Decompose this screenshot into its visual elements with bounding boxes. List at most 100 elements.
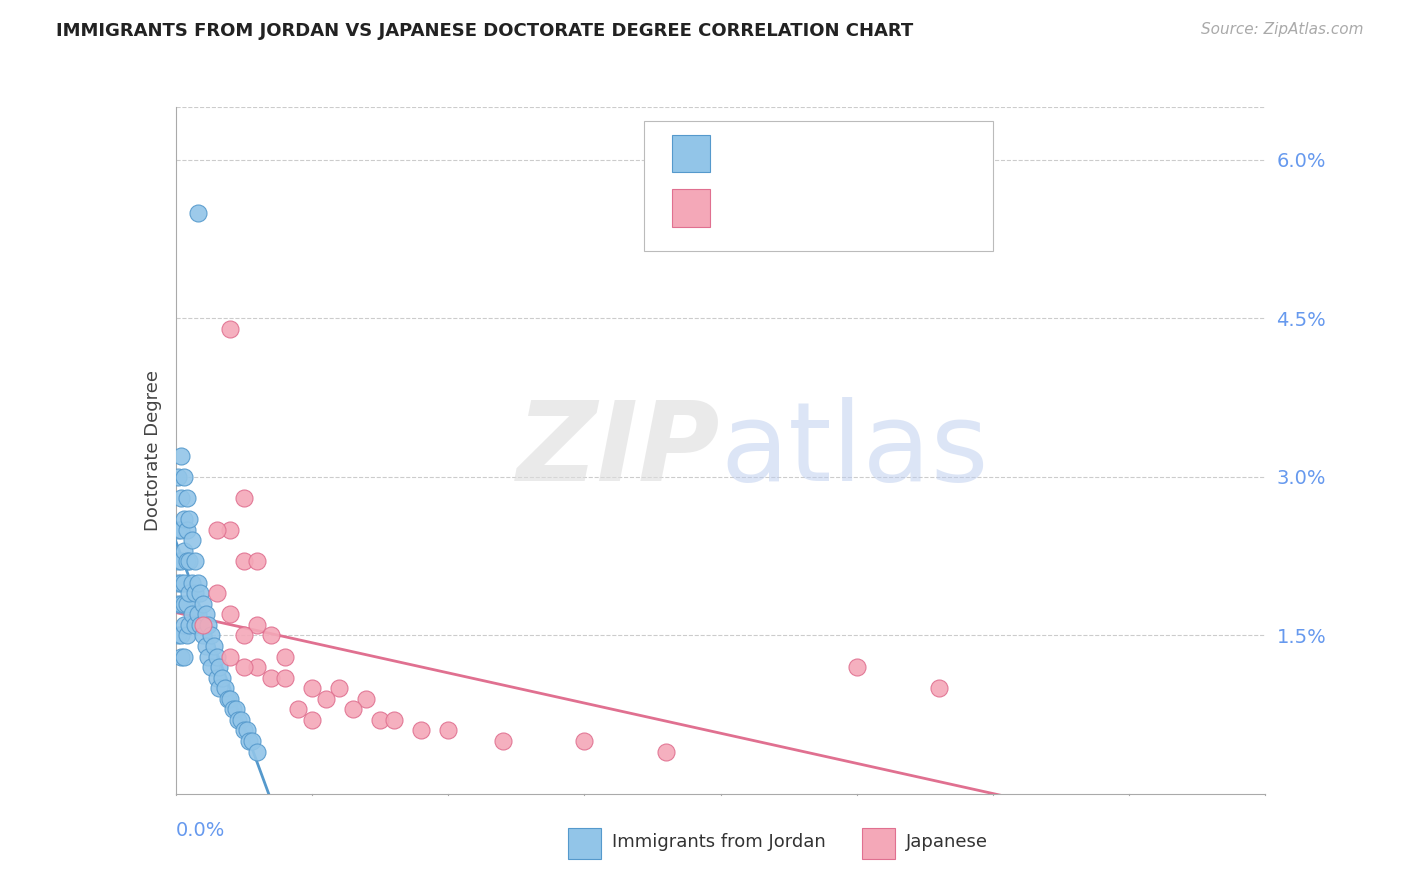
- Point: [222, 702, 245, 716]
- Point: [260, 628, 283, 642]
- Point: [655, 745, 678, 759]
- Point: [246, 660, 269, 674]
- Point: [328, 681, 350, 696]
- Point: [219, 523, 242, 537]
- Point: [219, 649, 242, 664]
- Point: [225, 702, 247, 716]
- FancyBboxPatch shape: [644, 120, 993, 252]
- Point: [205, 649, 228, 664]
- Point: [170, 628, 193, 642]
- Point: [170, 649, 193, 664]
- Point: [181, 533, 204, 548]
- Point: [186, 205, 209, 219]
- Point: [240, 734, 263, 748]
- Point: [170, 449, 193, 463]
- Y-axis label: Doctorate Degree: Doctorate Degree: [143, 370, 162, 531]
- Text: Source: ZipAtlas.com: Source: ZipAtlas.com: [1201, 22, 1364, 37]
- Text: Japanese: Japanese: [905, 833, 988, 851]
- Point: [170, 597, 193, 611]
- Point: [170, 523, 193, 537]
- Point: [368, 713, 391, 727]
- Point: [238, 734, 260, 748]
- Point: [167, 597, 190, 611]
- Point: [301, 713, 323, 727]
- Point: [176, 597, 198, 611]
- Point: [197, 617, 219, 632]
- Bar: [672, 189, 710, 227]
- Point: [179, 554, 201, 568]
- Point: [219, 691, 242, 706]
- Point: [181, 575, 204, 590]
- Point: [928, 681, 950, 696]
- Text: 0.0%: 0.0%: [176, 822, 225, 840]
- Point: [167, 470, 190, 484]
- Point: [167, 523, 190, 537]
- Point: [205, 671, 228, 685]
- Point: [179, 617, 201, 632]
- Point: [202, 639, 225, 653]
- Point: [200, 628, 222, 642]
- Point: [194, 607, 217, 622]
- Point: [173, 544, 195, 558]
- Bar: [862, 828, 896, 859]
- Point: [492, 734, 515, 748]
- Point: [208, 681, 231, 696]
- Point: [382, 713, 405, 727]
- Point: [232, 660, 254, 674]
- Point: [179, 586, 201, 600]
- Point: [211, 671, 233, 685]
- Point: [214, 681, 236, 696]
- Point: [188, 586, 211, 600]
- Point: [274, 671, 297, 685]
- Point: [173, 575, 195, 590]
- Point: [184, 617, 207, 632]
- Point: [184, 554, 207, 568]
- Point: [179, 512, 201, 526]
- Point: [205, 586, 228, 600]
- Text: Immigrants from Jordan: Immigrants from Jordan: [612, 833, 825, 851]
- Text: ZIP: ZIP: [517, 397, 721, 504]
- Point: [173, 649, 195, 664]
- Point: [232, 723, 254, 738]
- Text: R = -0.066: R = -0.066: [725, 200, 823, 218]
- Text: N = 34: N = 34: [846, 200, 908, 218]
- Point: [173, 617, 195, 632]
- Point: [197, 649, 219, 664]
- Bar: [568, 828, 600, 859]
- Text: atlas: atlas: [721, 397, 988, 504]
- Point: [219, 322, 242, 336]
- Point: [232, 554, 254, 568]
- Bar: [672, 135, 710, 172]
- Point: [301, 681, 323, 696]
- Point: [173, 512, 195, 526]
- Point: [170, 554, 193, 568]
- Point: [219, 607, 242, 622]
- Point: [167, 554, 190, 568]
- Point: [231, 713, 253, 727]
- Point: [186, 607, 209, 622]
- Point: [167, 575, 190, 590]
- Point: [274, 649, 297, 664]
- Point: [176, 523, 198, 537]
- Point: [232, 491, 254, 505]
- Point: [191, 617, 214, 632]
- Point: [188, 617, 211, 632]
- Point: [176, 554, 198, 568]
- Point: [194, 639, 217, 653]
- Point: [176, 491, 198, 505]
- Point: [409, 723, 432, 738]
- Point: [246, 745, 269, 759]
- Point: [181, 607, 204, 622]
- Point: [246, 617, 269, 632]
- Point: [437, 723, 460, 738]
- Point: [173, 470, 195, 484]
- Point: [342, 702, 364, 716]
- Point: [845, 660, 868, 674]
- Point: [260, 671, 283, 685]
- Point: [191, 597, 214, 611]
- Point: [191, 628, 214, 642]
- Point: [228, 713, 250, 727]
- Point: [205, 523, 228, 537]
- Point: [287, 702, 309, 716]
- Text: R = -0.057: R = -0.057: [725, 145, 823, 162]
